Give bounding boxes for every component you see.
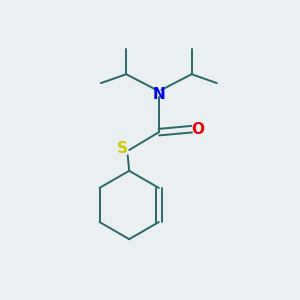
Text: S: S	[117, 141, 128, 156]
Text: O: O	[192, 122, 205, 137]
Text: N: N	[152, 87, 165, 102]
